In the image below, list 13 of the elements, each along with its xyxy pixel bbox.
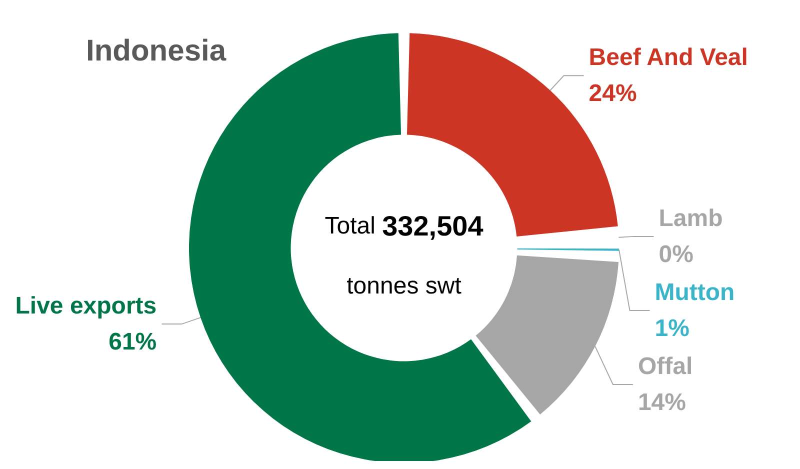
chart-title: Indonesia [86, 34, 226, 68]
text: tonnes swt [346, 272, 462, 300]
text: 0% [658, 240, 694, 268]
data-label: 24% [588, 80, 637, 108]
data-label: 14% [638, 388, 686, 416]
slice-label: Mutton [654, 278, 735, 306]
text: Total 332,504 [324, 210, 484, 242]
category-label: Lamb [658, 204, 723, 232]
data-label: 1% [654, 314, 690, 342]
data-label: 61% [108, 328, 157, 356]
slice-label: Offal [638, 352, 693, 380]
slice-label: Live exports [15, 292, 157, 320]
slice-label: Beef And Veal [588, 44, 748, 72]
